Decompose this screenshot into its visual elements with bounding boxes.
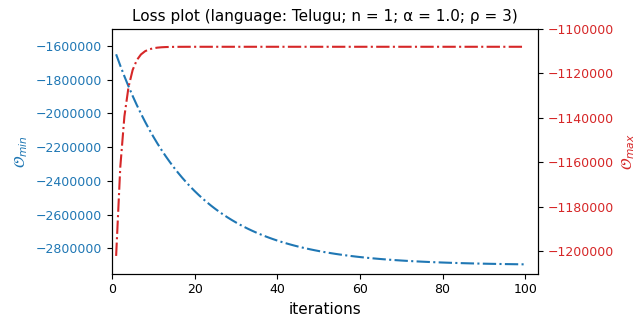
- Title: Loss plot (language: Telugu; n = 1; α = 1.0; ρ = 3): Loss plot (language: Telugu; n = 1; α = …: [132, 9, 518, 24]
- Y-axis label: $\mathcal{O}_{max}$: $\mathcal{O}_{max}$: [619, 133, 637, 170]
- X-axis label: iterations: iterations: [289, 302, 361, 317]
- Y-axis label: $\mathcal{O}_{min}$: $\mathcal{O}_{min}$: [13, 135, 30, 168]
